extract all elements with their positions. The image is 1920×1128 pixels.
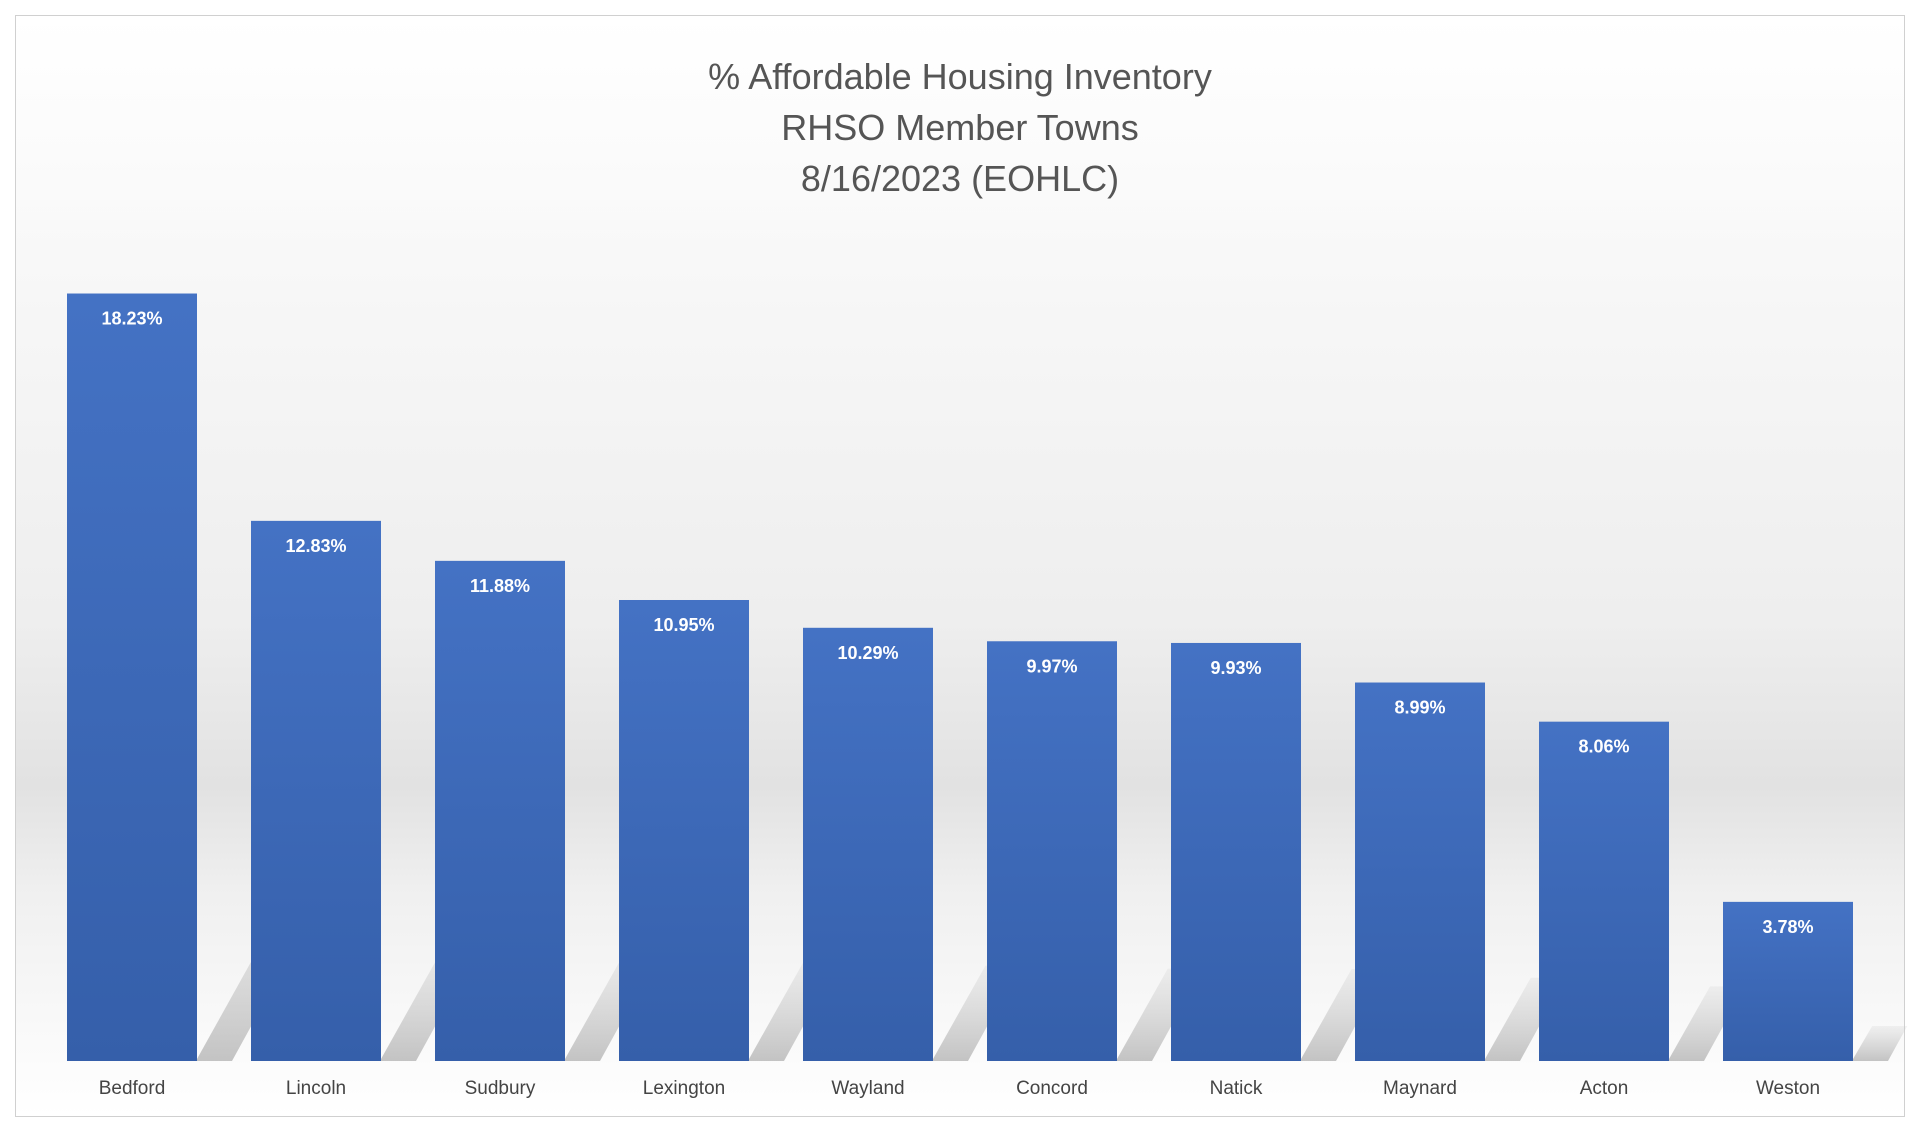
data-label: 10.29% (837, 643, 898, 663)
data-label: 12.83% (285, 536, 346, 556)
bar-concord (987, 641, 1117, 1061)
x-tick-label: Acton (1580, 1078, 1629, 1099)
bar-wayland (803, 627, 933, 1061)
x-tick-label: Maynard (1383, 1078, 1457, 1099)
x-tick-label: Sudbury (465, 1078, 536, 1099)
bar-weston (1723, 901, 1853, 1061)
x-tick-label: Natick (1210, 1078, 1263, 1099)
bar-sudbury (435, 560, 565, 1061)
chart-title-line-2: RHSO Member Towns (781, 107, 1139, 148)
x-tick-label: Wayland (831, 1078, 904, 1099)
x-tick-label: Weston (1756, 1078, 1820, 1099)
x-tick-label: Lincoln (286, 1078, 346, 1099)
x-tick-label: Bedford (99, 1078, 166, 1099)
x-tick-label: Concord (1016, 1078, 1088, 1099)
data-label: 8.99% (1394, 698, 1445, 718)
data-label: 18.23% (101, 309, 162, 329)
bar-maynard (1355, 682, 1485, 1061)
data-label: 9.93% (1210, 658, 1261, 678)
data-label: 11.88% (470, 576, 530, 596)
data-label: 3.78% (1762, 917, 1813, 937)
data-label: 8.06% (1578, 737, 1629, 757)
chart-title-line-1: % Affordable Housing Inventory (708, 56, 1212, 97)
bar-bedford (67, 293, 197, 1062)
bar-shadow (1853, 1025, 1908, 1061)
data-label: 9.97% (1026, 656, 1077, 676)
bar-acton (1539, 721, 1669, 1061)
bar-lexington (619, 600, 749, 1061)
bar-lincoln (251, 520, 381, 1061)
chart-title-line-3: 8/16/2023 (EOHLC) (800, 158, 1120, 199)
data-label: 10.95% (653, 615, 714, 635)
chart-title: % Affordable Housing Inventory RHSO Memb… (16, 51, 1904, 204)
x-tick-label: Lexington (643, 1078, 725, 1099)
bar-natick (1171, 642, 1301, 1061)
